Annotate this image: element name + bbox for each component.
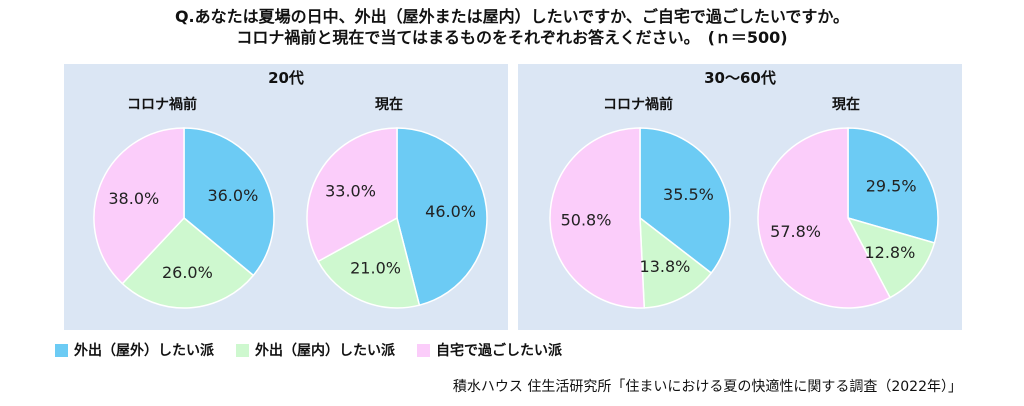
title-line-2: コロナ禍前と現在で当てはまるものをそれぞれお答えください。 (ｎ＝500): [236, 28, 788, 47]
legend: 外出（屋外）したい派 外出（屋内）したい派 自宅で過ごしたい派: [55, 340, 584, 360]
title-line-1: Q.あなたは夏場の日中、外出（屋外または屋内）したいですか、ご自宅で過ごしたいで…: [174, 7, 850, 26]
pie-slice-indoor: [639, 216, 713, 309]
legend-item-outdoor: 外出（屋外）したい派: [55, 340, 214, 360]
panel-title: 30～60代: [704, 69, 776, 87]
data-label-outdoor: 36.0%: [207, 186, 258, 205]
legend-swatch: [55, 343, 68, 357]
data-label-outdoor: 29.5%: [866, 177, 917, 196]
pie-label-now: 現在: [832, 97, 860, 113]
pie-slice-home: [93, 127, 185, 285]
source-note: 積水ハウス 住生活研究所「住まいにおける夏の快適性に関する調査（2022年）」: [452, 379, 962, 395]
legend-item-indoor: 外出（屋内）したい派: [236, 340, 395, 360]
pie-slice-indoor: [121, 216, 255, 309]
legend-label: 外出（屋外）したい派: [74, 343, 214, 359]
pie-label-before: コロナ禍前: [127, 97, 197, 113]
panel-20s: 20代 コロナ禍前 現在 36.0% 26.0% 38.0% 46.0% 21.0% 3…: [64, 64, 508, 330]
data-label-home: 57.8%: [770, 222, 821, 241]
data-label-indoor: 21.0%: [350, 259, 401, 278]
pie-30-60s-now: 29.5% 12.8% 57.8%: [757, 127, 939, 309]
pie-20s-now: 46.0% 21.0% 33.0%: [306, 127, 488, 309]
pie-label-before: コロナ禍前: [603, 97, 673, 113]
pie-slice-home: [549, 127, 646, 309]
data-label-indoor: 26.0%: [162, 263, 213, 282]
panel-title: 20代: [268, 69, 304, 87]
pie-label-now: 現在: [375, 97, 403, 113]
data-label-home: 38.0%: [108, 189, 159, 208]
data-label-home: 33.0%: [325, 182, 376, 201]
pie-slice-outdoor: [847, 127, 939, 244]
pie-slice-home: [306, 127, 398, 263]
data-label-indoor: 13.8%: [640, 257, 691, 276]
data-label-outdoor: 46.0%: [425, 202, 476, 221]
pie-slice-outdoor: [396, 127, 488, 307]
data-label-outdoor: 35.5%: [663, 185, 714, 204]
data-label-home: 50.8%: [561, 210, 612, 229]
legend-label: 外出（屋内）したい派: [255, 343, 395, 359]
pie-slice-outdoor: [183, 127, 275, 277]
pie-slice-outdoor: [639, 127, 731, 275]
legend-swatch: [236, 343, 249, 357]
legend-item-home: 自宅で過ごしたい派: [417, 340, 562, 360]
legend-swatch: [417, 343, 430, 357]
panel-30-60s: 30～60代 コロナ禍前 現在 35.5% 13.8% 50.8% 29.5% 12.…: [518, 64, 962, 330]
pie-slice-indoor: [846, 216, 936, 299]
legend-label: 自宅で過ごしたい派: [436, 343, 562, 359]
pie-30-60s-before: 35.5% 13.8% 50.8%: [549, 127, 731, 309]
pie-slice-home: [757, 127, 892, 309]
pie-slice-indoor: [317, 216, 421, 309]
data-label-indoor: 12.8%: [864, 243, 915, 262]
pie-20s-before: 36.0% 26.0% 38.0%: [93, 127, 275, 309]
chart-title: Q.あなたは夏場の日中、外出（屋外または屋内）したいですか、ご自宅で過ごしたいで…: [0, 6, 1024, 48]
